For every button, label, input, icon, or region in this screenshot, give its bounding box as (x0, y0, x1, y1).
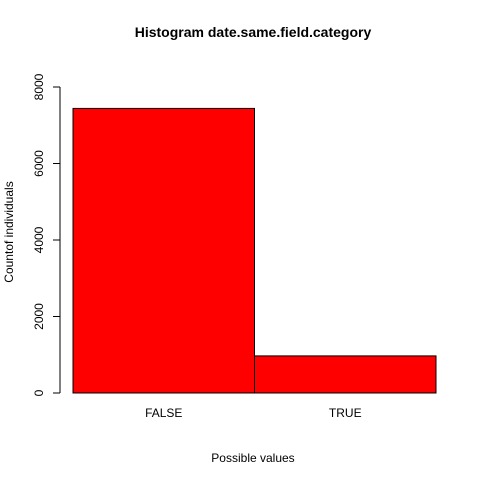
bar-false (72, 107, 255, 394)
chart-title: Histogram date.same.field.category (135, 24, 372, 40)
x-tick-labels: FALSE TRUE (145, 406, 362, 420)
y-tick-label: 0 (32, 389, 46, 396)
bars-group (72, 107, 437, 394)
x-tick-label: TRUE (329, 406, 362, 420)
x-tick-label: FALSE (145, 406, 182, 420)
y-tick-label: 4000 (32, 226, 46, 253)
bar-true (254, 355, 437, 394)
y-tick-label: 2000 (32, 303, 46, 330)
y-axis-label: Countof individuals (2, 181, 16, 282)
y-tick-label: 6000 (32, 150, 46, 177)
x-axis-label: Possible values (211, 451, 294, 465)
y-axis: 0 2000 4000 6000 8000 (32, 73, 61, 396)
y-tick-label: 8000 (32, 73, 46, 100)
